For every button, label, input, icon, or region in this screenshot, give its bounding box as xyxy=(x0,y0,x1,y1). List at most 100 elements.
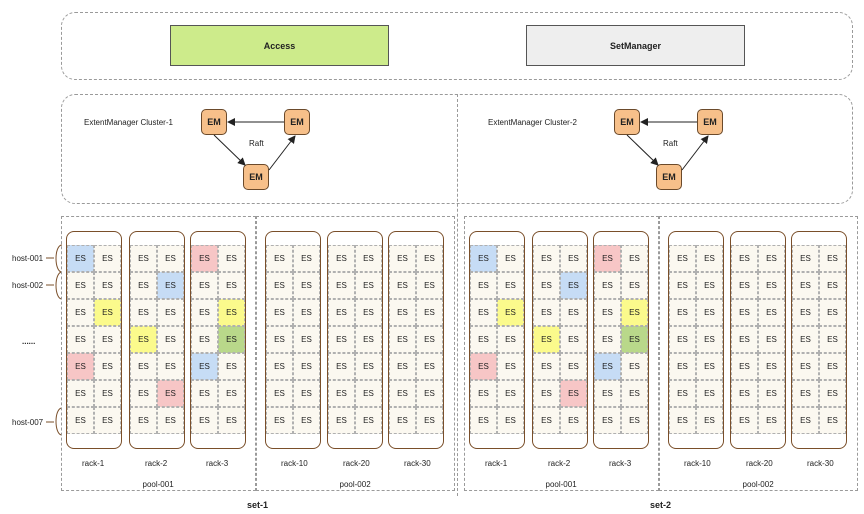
pool-box xyxy=(61,216,256,491)
cluster-1-em-right: EM xyxy=(284,109,310,135)
es-cell: ES xyxy=(218,245,245,272)
rack-label: rack-20 xyxy=(746,459,773,468)
es-cell: ES xyxy=(758,407,785,434)
host-label-007: host-007 xyxy=(12,418,44,427)
es-cell: ES xyxy=(731,299,758,326)
es-cell: ES xyxy=(696,299,723,326)
es-cell: ES xyxy=(328,299,355,326)
es-cell: ES xyxy=(355,272,382,299)
es-cell: ES xyxy=(416,245,443,272)
es-cell: ES xyxy=(191,326,218,353)
es-cell: ES xyxy=(94,299,121,326)
es-cell: ES xyxy=(470,353,497,380)
es-cell: ES xyxy=(355,245,382,272)
es-cell: ES xyxy=(594,326,621,353)
es-cell: ES xyxy=(792,407,819,434)
cluster-1-em-left: EM xyxy=(201,109,227,135)
es-cell: ES xyxy=(218,299,245,326)
es-cell: ES xyxy=(560,299,587,326)
es-cell: ES xyxy=(594,407,621,434)
es-cell: ES xyxy=(792,272,819,299)
es-cell: ES xyxy=(669,407,696,434)
es-cell: ES xyxy=(594,353,621,380)
rack-label: rack-1 xyxy=(485,459,508,468)
es-cell: ES xyxy=(731,380,758,407)
es-cell: ES xyxy=(560,245,587,272)
es-cell: ES xyxy=(328,245,355,272)
cluster-1-em-bottom: EM xyxy=(243,164,269,190)
es-cell: ES xyxy=(94,407,121,434)
es-cell: ES xyxy=(266,299,293,326)
rack-label: rack-10 xyxy=(281,459,308,468)
es-cell: ES xyxy=(266,407,293,434)
es-cell: ES xyxy=(157,245,184,272)
es-cell: ES xyxy=(792,326,819,353)
pool-label: pool-002 xyxy=(742,480,774,489)
es-cell: ES xyxy=(758,326,785,353)
es-cell: ES xyxy=(67,353,94,380)
set-label: set-1 xyxy=(247,500,269,510)
es-cell: ES xyxy=(696,272,723,299)
es-cell: ES xyxy=(819,245,846,272)
es-cell: ES xyxy=(731,272,758,299)
cluster-divider xyxy=(457,94,458,496)
pool-box xyxy=(464,216,659,491)
rack-label: rack-1 xyxy=(82,459,105,468)
es-cell: ES xyxy=(416,380,443,407)
es-cell: ES xyxy=(669,245,696,272)
rack-label: rack-2 xyxy=(548,459,571,468)
es-cell: ES xyxy=(191,272,218,299)
cluster-1-title: ExtentManager Cluster-1 xyxy=(84,118,173,127)
es-cell: ES xyxy=(416,326,443,353)
es-cell: ES xyxy=(470,380,497,407)
cluster-1-raft-label: Raft xyxy=(249,139,264,148)
es-cell: ES xyxy=(293,353,320,380)
es-cell: ES xyxy=(696,245,723,272)
cluster-2-em-right: EM xyxy=(697,109,723,135)
es-cell: ES xyxy=(130,380,157,407)
es-cell: ES xyxy=(389,407,416,434)
es-cell: ES xyxy=(416,353,443,380)
cluster-2-title: ExtentManager Cluster-2 xyxy=(488,118,577,127)
es-cell: ES xyxy=(218,407,245,434)
es-cell: ES xyxy=(94,353,121,380)
es-cell: ES xyxy=(594,272,621,299)
es-cell: ES xyxy=(621,245,648,272)
es-cell: ES xyxy=(497,299,524,326)
es-cell: ES xyxy=(731,245,758,272)
es-cell: ES xyxy=(497,353,524,380)
es-cell: ES xyxy=(355,299,382,326)
es-cell: ES xyxy=(293,245,320,272)
top-region xyxy=(61,12,853,80)
es-cell: ES xyxy=(191,299,218,326)
es-cell: ES xyxy=(533,353,560,380)
host-label-ellipsis: ...... xyxy=(22,337,36,346)
es-cell: ES xyxy=(293,272,320,299)
es-cell: ES xyxy=(792,245,819,272)
es-cell: ES xyxy=(560,380,587,407)
es-cell: ES xyxy=(594,245,621,272)
es-cell: ES xyxy=(758,299,785,326)
es-cell: ES xyxy=(130,245,157,272)
es-cell: ES xyxy=(819,380,846,407)
es-cell: ES xyxy=(621,353,648,380)
rack-label: rack-2 xyxy=(145,459,168,468)
es-cell: ES xyxy=(731,326,758,353)
es-cell: ES xyxy=(94,245,121,272)
cluster-2-em-left: EM xyxy=(614,109,640,135)
es-cell: ES xyxy=(355,380,382,407)
es-cell: ES xyxy=(266,326,293,353)
es-cell: ES xyxy=(792,380,819,407)
es-cell: ES xyxy=(758,245,785,272)
es-cell: ES xyxy=(621,272,648,299)
pool-label: pool-002 xyxy=(339,480,371,489)
es-cell: ES xyxy=(191,245,218,272)
es-cell: ES xyxy=(328,380,355,407)
es-cell: ES xyxy=(470,407,497,434)
pool-box xyxy=(256,216,455,491)
es-cell: ES xyxy=(669,272,696,299)
es-cell: ES xyxy=(819,353,846,380)
es-cell: ES xyxy=(266,245,293,272)
